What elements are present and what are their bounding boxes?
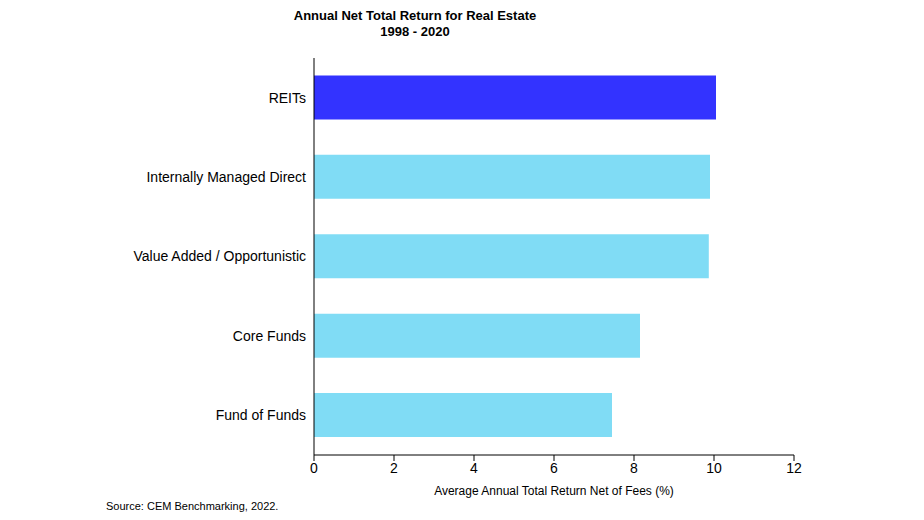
svg-text:Internally Managed Direct: Internally Managed Direct — [146, 169, 306, 185]
svg-text:Value Added / Opportunistic: Value Added / Opportunistic — [133, 248, 306, 264]
svg-text:REITs: REITs — [269, 90, 306, 106]
html-text:1998 - 2020: 1998 - 2020 — [380, 24, 450, 39]
html-text:Annual Net Total Return for Re: Annual Net Total Return for Real Estate — [293, 8, 537, 23]
svg-text:8: 8 — [630, 460, 638, 476]
svg-text:0: 0 — [310, 460, 318, 476]
html-text:Source: CEM Benchmarking, 2022: Source: CEM Benchmarking, 2022. — [106, 500, 279, 512]
svg-text:Average Annual Total Return Ne: Average Annual Total Return Net of Fees … — [434, 484, 674, 498]
svg-text:4: 4 — [470, 460, 478, 476]
svg-text:12: 12 — [786, 460, 802, 476]
svg-text:2: 2 — [390, 460, 398, 476]
svg-text:Core Funds: Core Funds — [233, 328, 306, 344]
svg-text:10: 10 — [706, 460, 722, 476]
svg-text:Fund of Funds: Fund of Funds — [216, 407, 306, 423]
svg-text:6: 6 — [550, 460, 558, 476]
